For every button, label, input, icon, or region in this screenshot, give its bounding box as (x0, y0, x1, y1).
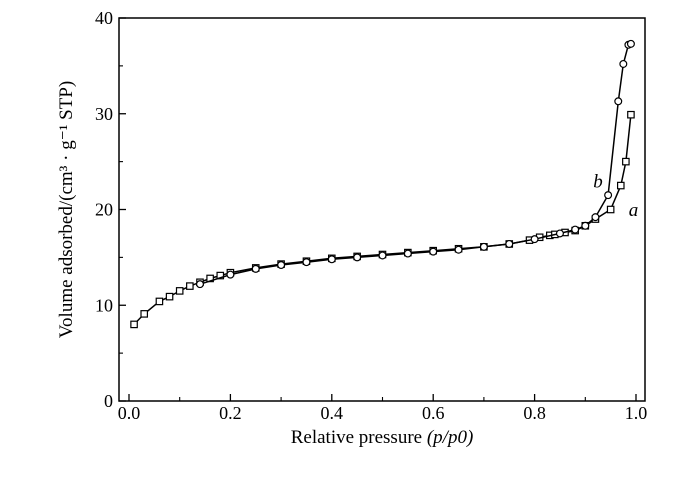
series-b-circle-marker (251, 264, 260, 273)
series-a-line (133, 114, 632, 325)
series-b-circle-marker (530, 235, 539, 244)
x-tick-label: 0.4 (321, 403, 344, 423)
axis-ticks (119, 17, 637, 402)
x-axis-title-var: (p/p0) (427, 427, 473, 448)
series-b-circle-marker (378, 251, 387, 260)
x-tick-label: 0.6 (422, 403, 445, 423)
x-axis-title-text: Relative pressure (291, 427, 422, 448)
series-b-circle-marker (604, 191, 613, 200)
series-b-circle-marker (226, 270, 235, 279)
series-b-circle-marker (327, 255, 336, 264)
series-b-circle-marker (591, 213, 600, 222)
series-label-a: a (629, 200, 639, 221)
series-a-square-marker (627, 110, 635, 119)
y-tick-label: 40 (95, 8, 113, 28)
series-label-b: b (593, 171, 603, 192)
y-tick-label: 20 (95, 200, 113, 220)
series-b-circle-marker (505, 239, 514, 248)
series-a-square-marker (165, 292, 174, 301)
series-a-square-marker (622, 157, 630, 166)
series-labels: ab (593, 171, 638, 221)
series-a-square-marker (216, 271, 225, 280)
y-tick-label: 10 (95, 295, 113, 315)
series-b-circle-marker (581, 221, 590, 230)
x-tick-label: 0.0 (118, 403, 141, 423)
series-a (130, 110, 635, 329)
series-b (195, 39, 635, 289)
series-b-circle-marker (454, 245, 463, 254)
series-b-line (199, 43, 632, 285)
series-b-circle-marker (195, 280, 204, 289)
series-b-circle-marker (626, 39, 635, 48)
series-b-circle-marker (403, 249, 412, 258)
series-b-circle-marker (353, 253, 362, 262)
series-a-square-marker (130, 320, 138, 329)
y-tick-label: 0 (104, 391, 113, 411)
series-a-square-marker (155, 297, 164, 306)
plot-frame (118, 17, 646, 402)
series-a-square-marker (175, 287, 184, 295)
x-axis-title: Relative pressure (p/p0) (291, 427, 474, 448)
series-b-circle-marker (614, 97, 623, 106)
series-b-circle-marker (277, 261, 286, 270)
series-layer (130, 39, 635, 329)
x-tick-label: 1.0 (625, 403, 648, 423)
series-b-circle-marker (555, 229, 564, 238)
y-tick-label: 30 (95, 104, 113, 124)
series-a-square-marker (616, 181, 625, 190)
series-b-circle-marker (429, 247, 438, 256)
series-b-circle-marker (302, 258, 311, 267)
series-a-square-marker (186, 282, 194, 290)
x-tick-label: 0.2 (219, 403, 242, 423)
series-b-circle-marker (479, 242, 488, 251)
y-axis-title: Volume adsorbed/(cm³ · g⁻¹ STP) (56, 81, 77, 338)
series-a-square-marker (140, 310, 149, 318)
series-b-circle-marker (571, 225, 580, 234)
series-b-circle-marker (619, 59, 628, 68)
x-tick-label: 0.8 (523, 403, 546, 423)
series-a-square-marker (606, 205, 615, 214)
y-tick-labels: 0 10 20 30 40 (95, 8, 113, 411)
x-tick-labels: 0.0 0.2 0.4 0.6 0.8 1.0 (118, 403, 648, 423)
